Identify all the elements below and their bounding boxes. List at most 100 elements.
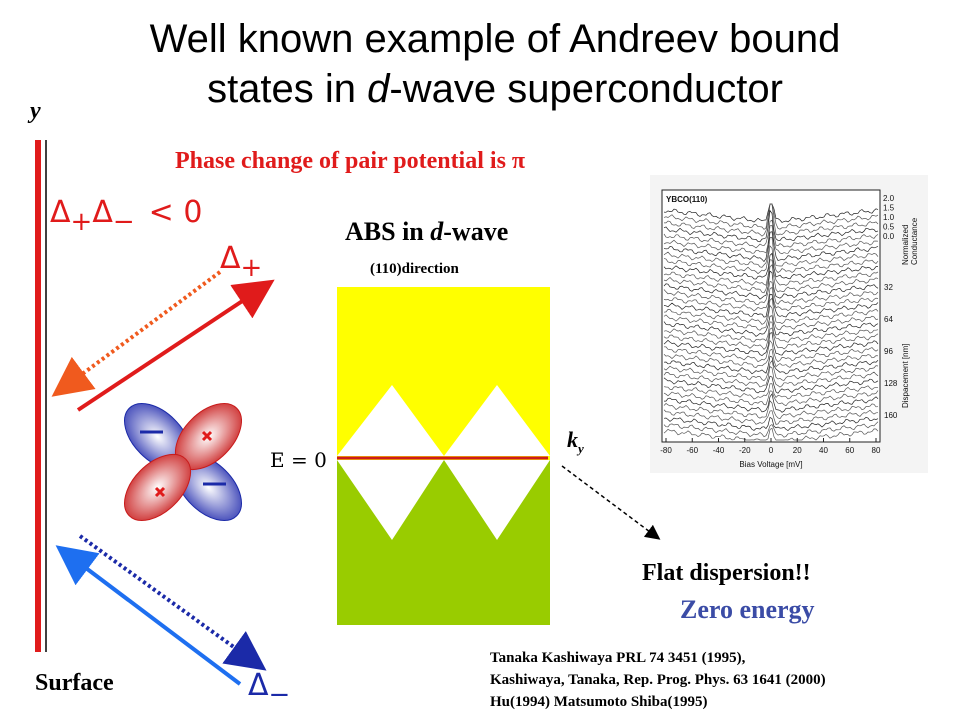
conductance-curve (663, 339, 879, 363)
reflected-arrow (76, 279, 275, 412)
condition: Δ+Δ− < 0 (50, 195, 202, 237)
conductance-curve (663, 231, 879, 263)
conductance-axis-label: Conductance (910, 217, 919, 265)
reflected-arrow (55, 545, 242, 686)
delta: Δ (92, 195, 113, 230)
bias-tick-label: -60 (686, 446, 698, 455)
conductance-curve (663, 327, 879, 350)
displacement-tick-label: 32 (884, 283, 893, 292)
axis-label: y (27, 98, 41, 124)
heading-text: ABS in (345, 217, 430, 246)
plus-sign (201, 430, 213, 442)
conductance-curve (663, 280, 879, 306)
subscript: + (71, 207, 93, 237)
displacement-tick-label: 64 (884, 315, 893, 324)
conductance-curve (663, 427, 879, 441)
conductance-tick-label: 2.0 (883, 194, 895, 203)
delta-plus: Δ+ (220, 241, 262, 283)
subscript: − (269, 680, 291, 710)
title-text: -wave superconductor (389, 67, 783, 111)
subscript: + (241, 253, 263, 283)
conductance-curve (663, 332, 879, 357)
displacement-tick-label: 128 (884, 379, 898, 388)
conductance-curve (663, 293, 879, 318)
conductance-tick-label: 1.5 (883, 204, 895, 213)
conductance-curve (663, 348, 879, 369)
conductance-figure: YBCO(110) 2.01.51.00.50.0 Normalized Condu… (650, 175, 928, 473)
conductance-curve (663, 209, 879, 243)
conductance-curve (663, 304, 879, 331)
conductance-curve (664, 203, 879, 237)
subscript: y (576, 441, 584, 456)
reference: Kashiwaya, Tanaka, Rep. Prog. Phys. 63 1… (490, 672, 826, 688)
delta: Δ (220, 241, 241, 276)
conductance-curve (663, 355, 879, 375)
bias-tick-label: 20 (793, 446, 802, 455)
conductance-curve (663, 383, 879, 400)
conductance-curve (663, 270, 879, 300)
bias-tick-label: 0 (769, 446, 774, 455)
reference: Hu(1994) Matsumoto Shiba(1995) (490, 694, 708, 710)
delta: Δ (50, 195, 71, 230)
conductance-curve (663, 259, 879, 286)
conductance-curve (663, 224, 879, 255)
title-line: Well known example of Andreev bound (150, 17, 841, 61)
conductance-tick-label: 0.5 (883, 223, 895, 232)
delta-minus: Δ− (248, 668, 290, 710)
bias-tick-label: 80 (872, 446, 881, 455)
conductance-curve (663, 366, 879, 388)
bias-tick-label: -20 (739, 446, 751, 455)
conductance-curve (663, 286, 879, 312)
conductance-curve (663, 409, 879, 425)
phase-note: Phase change of pair potential is π (175, 148, 525, 174)
title-text: states in (207, 67, 367, 111)
symbol: k (567, 427, 578, 452)
direction-label: (110)direction (370, 261, 460, 277)
conductance-tick-label: 1.0 (883, 213, 895, 222)
conductance-curve (663, 416, 879, 432)
conductance-curve (663, 264, 879, 294)
flat-note: Flat dispersion!! (642, 560, 811, 586)
conductance-curve (664, 393, 879, 413)
bias-tick-label: -80 (660, 446, 672, 455)
conductance-curve (663, 252, 879, 280)
conductance-curve (663, 297, 879, 325)
incident-arrow (78, 534, 267, 671)
zero-note: Zero energy (680, 595, 815, 624)
plus-sign (154, 486, 166, 498)
abs-heading: ABS in d-wave (345, 217, 508, 246)
conductance-tick-label: 0.0 (883, 232, 895, 241)
conductance-curve (663, 237, 879, 268)
slide-title: states in d-wave superconductor (207, 67, 783, 111)
incident-arrow (51, 270, 222, 397)
subscript: − (113, 207, 135, 237)
bias-tick-label: 60 (845, 446, 854, 455)
displacement-tick-label: 96 (884, 347, 893, 356)
gap-lower (337, 460, 550, 540)
conductance-curve (663, 219, 879, 249)
energy-label: E = 0 (270, 448, 327, 472)
conductance-curve (663, 315, 879, 337)
displacement-axis-label: Dispacement [nm] (901, 344, 910, 408)
conductance-curve (663, 375, 879, 394)
conductance-curve (663, 400, 879, 420)
pointer-arrow (561, 465, 661, 540)
d-wave-orbital (124, 403, 242, 521)
momentum-label: ky (567, 427, 584, 456)
displacement-tick-label: 160 (884, 411, 898, 420)
surface-label: Surface (35, 670, 114, 696)
reference: Tanaka Kashiwaya PRL 74 3451 (1995), (490, 650, 746, 666)
bias-axis-label: Bias Voltage [mV] (739, 460, 802, 469)
conductance-curve (663, 390, 879, 407)
bias-tick-label: 40 (819, 446, 828, 455)
inequality: < 0 (149, 195, 203, 230)
bias-tick-label: -40 (713, 446, 725, 455)
figure-title: YBCO(110) (666, 195, 708, 204)
slide-title: Well known example of Andreev bound (150, 17, 841, 61)
heading-italic: d (430, 217, 444, 246)
conductance-axis-label: Normalized (901, 225, 910, 265)
conductance-curve (663, 245, 879, 275)
title-italic: d (367, 67, 391, 111)
conductance-curve (663, 421, 879, 438)
